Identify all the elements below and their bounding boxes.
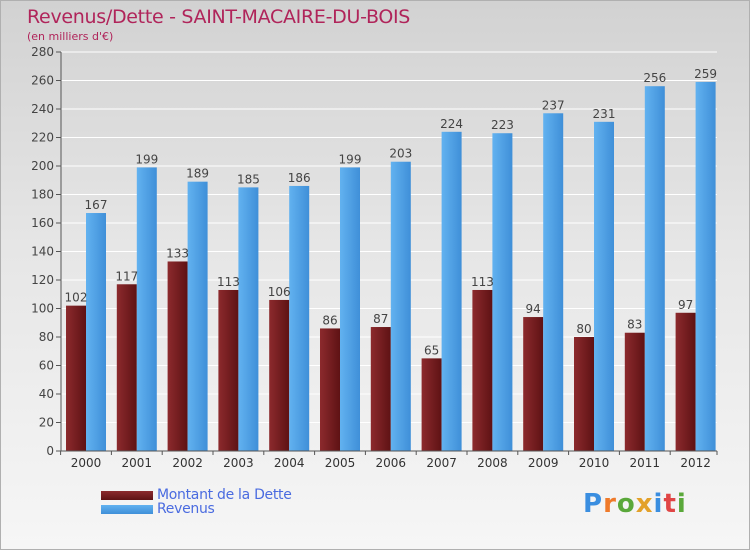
chart-title: Revenus/Dette - SAINT-MACAIRE-DU-BOIS [27,6,411,28]
data-label-revenus: 189 [186,167,209,181]
data-label-revenus: 167 [85,198,108,212]
logo-letter: o [616,489,636,519]
bar-dette [370,327,391,451]
x-tick-label: 2012 [680,456,711,470]
data-label-dette: 113 [217,275,240,289]
data-label-dette: 102 [65,291,88,305]
data-label-dette: 106 [268,285,291,299]
y-tick-label: 280 [31,45,54,59]
bar-dette [320,328,340,451]
legend-item-revenus: Revenus [101,501,215,517]
data-label-dette: 86 [322,313,337,327]
x-tick-label: 2003 [223,456,254,470]
data-label-revenus: 237 [542,98,565,112]
logo-letter: P [583,489,604,519]
x-tick-label: 2001 [122,456,153,470]
legend-item-dette: Montant de la Dette [101,487,292,503]
x-tick-label: 2005 [325,456,356,470]
bar-dette [675,312,696,451]
y-tick-label: 220 [31,131,54,145]
data-label-revenus: 256 [643,71,666,85]
x-tick-label: 2007 [426,456,457,470]
x-tick-label: 2009 [528,456,559,470]
data-label-revenus: 199 [135,152,158,166]
data-label-dette: 133 [166,246,189,260]
y-tick-label: 60 [39,359,54,373]
y-tick-label: 160 [31,216,54,230]
y-tick-label: 40 [39,387,54,401]
logo-letter: i [653,489,664,519]
bar-dette [269,299,290,451]
bar-dette [421,358,442,451]
x-tick-label: 2004 [274,456,305,470]
x-tick-label: 2010 [579,456,610,470]
data-label-revenus: 224 [440,117,463,131]
data-label-dette: 94 [526,302,541,316]
logo-letter: i [676,489,687,519]
data-label-revenus: 199 [339,152,362,166]
bar-revenus [594,121,614,451]
data-label-dette: 65 [424,343,439,357]
y-tick-label: 260 [31,74,54,88]
legend-swatch-dette [101,490,153,500]
y-tick-label: 140 [31,245,54,259]
bar-revenus [390,161,411,451]
bar-dette [624,332,645,451]
bar-dette [523,317,544,451]
y-tick-label: 0 [46,444,54,458]
x-tick-label: 2006 [376,456,407,470]
bar-revenus [187,181,208,452]
logo-letter: r [603,489,617,519]
bar-dette [66,305,86,451]
y-tick-label: 200 [31,159,54,173]
y-tick-label: 80 [39,330,54,344]
data-label-revenus: 223 [491,118,514,132]
x-tick-label: 2011 [630,456,661,470]
y-tick-label: 180 [31,188,54,202]
bar-revenus [441,131,462,452]
data-label-dette: 113 [471,275,494,289]
data-label-dette: 97 [678,298,693,312]
logo-letter: t [663,489,677,519]
y-tick-label: 20 [39,416,54,430]
data-label-dette: 80 [576,322,591,336]
bar-dette [167,261,188,451]
legend-label-dette: Montant de la Dette [157,487,292,503]
x-tick-label: 2002 [172,456,203,470]
legend-swatch-revenus [101,504,153,514]
x-tick-label: 2008 [477,456,508,470]
data-label-revenus: 186 [288,171,311,185]
data-label-dette: 87 [373,312,388,326]
bar-revenus [136,167,157,452]
bar-dette [116,284,137,451]
data-label-dette: 117 [115,269,138,283]
legend-label-revenus: Revenus [157,501,215,517]
bar-revenus [695,81,716,452]
x-tick-label: 2000 [71,456,102,470]
proxiti-logo: Proxiti [583,489,687,519]
bar-revenus [289,185,310,451]
chart-subtitle: (en milliers d'€) [27,30,114,43]
y-tick-label: 100 [31,302,54,316]
bar-revenus [492,133,513,451]
bar-revenus [238,187,259,451]
data-label-revenus: 231 [593,107,616,121]
bar-revenus [340,167,360,452]
bar-revenus [543,113,564,452]
data-label-revenus: 185 [237,172,260,186]
bar-dette [472,289,493,451]
data-label-dette: 83 [627,318,642,332]
y-tick-label: 240 [31,102,54,116]
data-label-revenus: 203 [389,147,412,161]
data-label-revenus: 259 [694,67,717,81]
y-tick-label: 120 [31,273,54,287]
bar-revenus [644,86,665,451]
logo-letter: x [635,489,654,519]
bar-revenus [86,213,106,451]
bar-dette [218,289,239,451]
bar-dette [574,337,594,451]
